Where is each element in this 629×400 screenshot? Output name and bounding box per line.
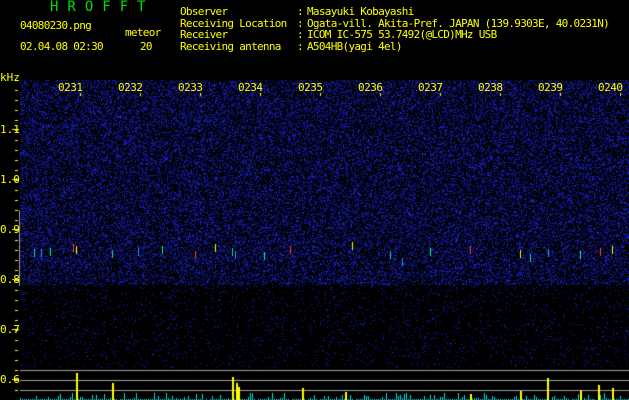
time-tick: 0232 (118, 81, 143, 94)
time-tick: 0237 (418, 81, 443, 94)
app-title: HROFFT (50, 0, 155, 15)
time-tick: 0233 (178, 81, 203, 94)
separator: : (297, 28, 304, 41)
observer-label: Observer (180, 5, 228, 18)
observer-value: Masayuki Kobayashi (307, 5, 414, 18)
location-label: Receiving Location (180, 17, 287, 30)
time-tick: 0239 (538, 81, 563, 94)
separator: : (297, 5, 304, 18)
y-tick: 0.7 (0, 323, 20, 336)
datetime: 02.04.08 02:30 (20, 40, 104, 53)
antenna-label: Receiving antenna (180, 40, 281, 53)
time-tick: 0236 (358, 81, 383, 94)
time-tick: 0240 (598, 81, 623, 94)
y-tick: 0.9 (0, 223, 20, 236)
antenna-value: A504HB(yagi 4el) (307, 40, 402, 53)
time-tick: 0238 (478, 81, 503, 94)
y-tick: 0.8 (0, 273, 20, 286)
meteor-count: 20 (140, 40, 153, 53)
separator: : (297, 17, 304, 30)
receiver-value: ICOM IC-575 53.7492(@LCD)MHz USB (307, 28, 497, 41)
time-tick: 0234 (238, 81, 263, 94)
time-tick: 0235 (298, 81, 323, 94)
meteor-label: meteor (125, 26, 161, 39)
file-name: 04080230.png (20, 19, 92, 32)
time-tick: 0231 (58, 81, 83, 94)
y-unit: kHz (0, 71, 20, 84)
y-tick: 0.6 (0, 373, 20, 386)
y-tick: 1.1 (0, 123, 20, 136)
y-tick: 1.0 (0, 173, 20, 186)
receiver-label: Receiver (180, 28, 228, 41)
location-value: Ogata-vill. Akita-Pref. JAPAN (139.9303E… (307, 17, 610, 30)
separator: : (297, 40, 304, 53)
